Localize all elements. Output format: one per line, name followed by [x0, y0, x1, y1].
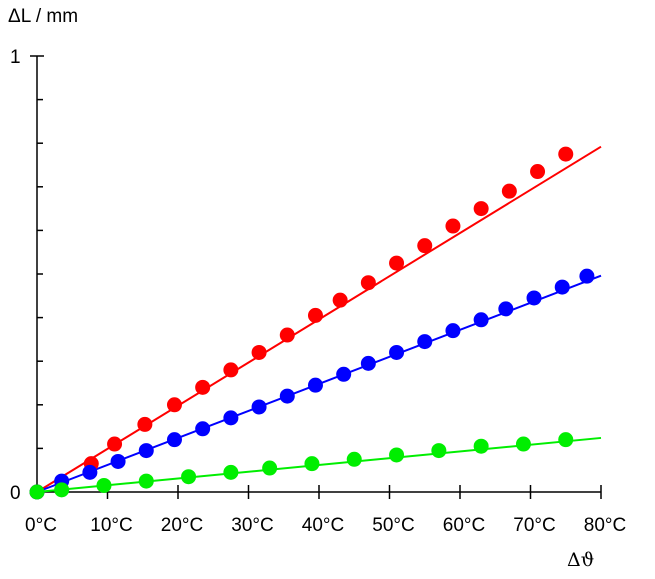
data-point-series-2: [166, 432, 182, 448]
data-point-series-2: [417, 334, 433, 350]
data-point-series-1: [558, 146, 574, 162]
data-point-series-1: [530, 164, 546, 180]
data-point-series-2: [473, 312, 489, 328]
data-point-series-2: [554, 279, 570, 295]
data-points: [29, 146, 595, 500]
data-point-series-3: [304, 456, 320, 472]
y-tick-label: 1: [10, 47, 21, 68]
data-point-series-2: [498, 301, 514, 317]
x-tick-label: 10°C: [90, 515, 132, 536]
data-point-series-2: [526, 290, 542, 306]
data-point-series-1: [195, 379, 211, 395]
data-point-series-2: [251, 399, 267, 415]
data-point-series-3: [431, 443, 447, 459]
data-point-series-1: [166, 397, 182, 413]
data-point-series-2: [110, 453, 126, 469]
data-point-series-1: [417, 238, 433, 254]
data-point-series-3: [473, 438, 489, 454]
y-axis-label: ΔL / mm: [8, 6, 78, 27]
data-point-series-1: [389, 255, 405, 271]
y-tick-label: 0: [10, 483, 21, 504]
data-point-series-3: [515, 436, 531, 452]
data-point-series-1: [473, 201, 489, 217]
data-point-series-3: [389, 447, 405, 463]
data-point-series-2: [279, 388, 295, 404]
data-point-series-1: [137, 416, 153, 432]
data-point-series-1: [360, 275, 376, 291]
data-point-series-2: [195, 421, 211, 437]
data-point-series-2: [579, 268, 595, 284]
data-point-series-1: [445, 218, 461, 234]
x-tick-label: 70°C: [513, 515, 555, 536]
x-axis-label: Δϑ: [567, 549, 594, 571]
data-point-series-2: [360, 355, 376, 371]
x-tick-label: 50°C: [372, 515, 414, 536]
data-point-series-3: [223, 464, 239, 480]
data-point-series-3: [96, 477, 112, 493]
data-point-series-3: [558, 432, 574, 448]
data-point-series-2: [389, 344, 405, 360]
data-point-series-1: [501, 183, 517, 199]
data-point-series-2: [138, 443, 154, 459]
data-point-series-1: [279, 327, 295, 343]
x-tick-label: 20°C: [161, 515, 203, 536]
data-point-series-1: [107, 436, 123, 452]
data-point-series-3: [346, 451, 362, 467]
data-point-series-2: [445, 323, 461, 339]
data-point-series-3: [181, 469, 197, 485]
x-tick-label: 60°C: [443, 515, 485, 536]
data-point-series-2: [336, 366, 352, 382]
data-point-series-2: [223, 410, 239, 426]
data-point-series-2: [307, 377, 323, 393]
data-point-series-1: [223, 362, 239, 378]
x-tick-label: 0°C: [25, 515, 57, 536]
x-tick-label: 80°C: [584, 515, 626, 536]
data-point-series-3: [29, 484, 45, 500]
x-tick-label: 40°C: [302, 515, 344, 536]
data-point-series-1: [251, 344, 267, 360]
data-point-series-2: [82, 464, 98, 480]
axes: 010°C 10°C 20°C 30°C 40°C 50°C 60°C 70°C 80°C: [10, 47, 626, 536]
data-point-series-3: [138, 473, 154, 489]
data-point-series-3: [54, 482, 70, 498]
x-tick-label: 30°C: [231, 515, 273, 536]
data-point-series-1: [307, 307, 323, 323]
data-point-series-3: [262, 460, 278, 476]
data-point-series-1: [332, 292, 348, 308]
